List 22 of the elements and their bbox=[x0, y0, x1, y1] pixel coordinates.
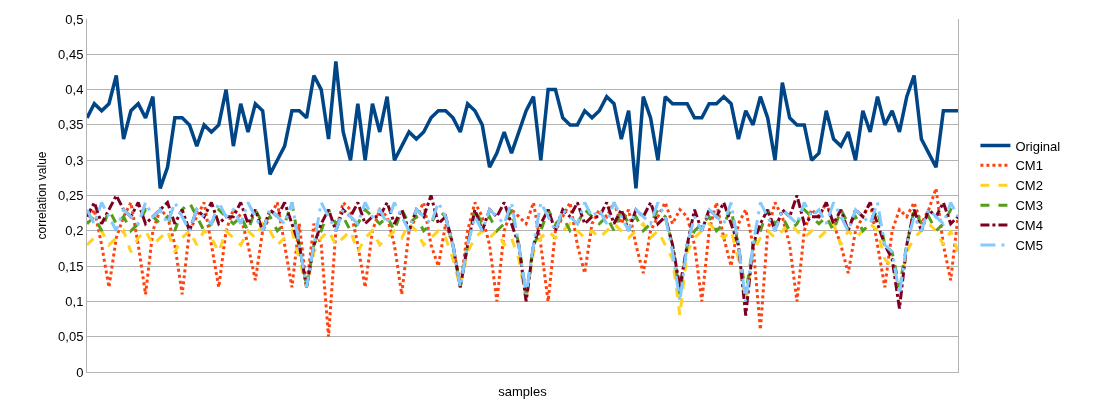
legend-label: CM5 bbox=[1015, 238, 1043, 254]
legend-label: CM1 bbox=[1015, 158, 1043, 174]
y-tick-label: 0 bbox=[76, 364, 84, 380]
y-tick-label: 0,45 bbox=[58, 46, 84, 62]
y-tick-label: 0,4 bbox=[65, 82, 84, 98]
y-tick-label: 0,05 bbox=[58, 329, 84, 345]
line-series bbox=[87, 194, 958, 318]
y-tick-label: 0,2 bbox=[65, 223, 84, 239]
y-tick-label: 0,15 bbox=[58, 258, 84, 274]
line-series bbox=[87, 59, 958, 191]
y-tick-label: 0,25 bbox=[58, 188, 84, 204]
y-tick-label: 0,5 bbox=[65, 11, 84, 27]
y-tick-label: 0,1 bbox=[65, 293, 84, 309]
y-axis-title: correlation value bbox=[35, 151, 50, 240]
legend-label: CM3 bbox=[1015, 198, 1043, 214]
y-tick-label: 0,35 bbox=[58, 117, 84, 133]
line-series bbox=[87, 222, 958, 318]
x-axis-title: samples bbox=[498, 384, 548, 399]
legend-label: CM4 bbox=[1015, 218, 1043, 234]
legend-label: Original bbox=[1015, 138, 1061, 154]
legend-label: CM2 bbox=[1015, 178, 1043, 194]
y-tick-label: 0,3 bbox=[65, 152, 84, 168]
